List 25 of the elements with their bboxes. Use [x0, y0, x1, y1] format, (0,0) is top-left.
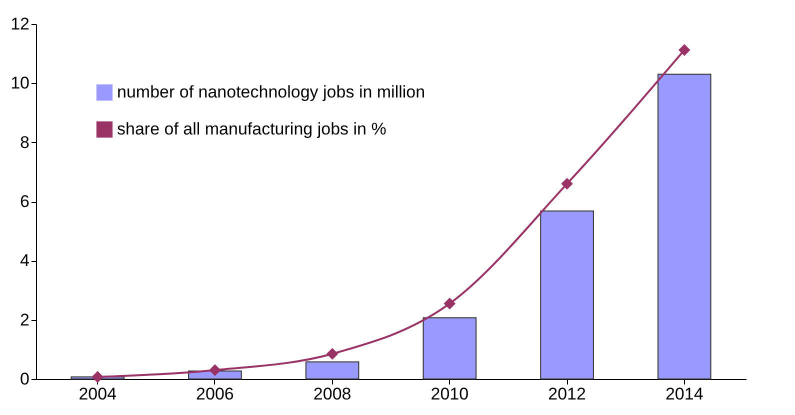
- point: [326, 348, 338, 360]
- y-tick-label: 2: [20, 310, 30, 330]
- x-tick-label: 2006: [196, 384, 234, 404]
- legend-label: share of all manufacturing jobs in %: [117, 120, 386, 138]
- y-tick-label: 4: [20, 251, 30, 270]
- point: [444, 298, 456, 310]
- bar: [422, 317, 477, 380]
- point: [92, 371, 104, 383]
- x-tick-label: 2004: [78, 384, 117, 404]
- x-tick-label: 2014: [665, 384, 704, 404]
- y-tick-label: 8: [20, 132, 30, 152]
- y-tick-label: 12: [10, 14, 30, 34]
- bar: [540, 210, 594, 380]
- x-tick-label: 2008: [313, 384, 352, 404]
- point: [561, 178, 573, 190]
- point: [209, 364, 221, 376]
- legend-label: number of nanotechnology jobs in million: [117, 82, 426, 102]
- y-tick-label: 10: [10, 74, 30, 93]
- bar: [305, 361, 360, 380]
- point: [678, 44, 690, 56]
- x-tick-label: 2012: [548, 384, 586, 404]
- bar: [657, 74, 712, 380]
- y-tick-label: 0: [20, 370, 30, 388]
- x-tick-label: 2010: [430, 384, 469, 404]
- y-tick-label: 6: [20, 192, 30, 211]
